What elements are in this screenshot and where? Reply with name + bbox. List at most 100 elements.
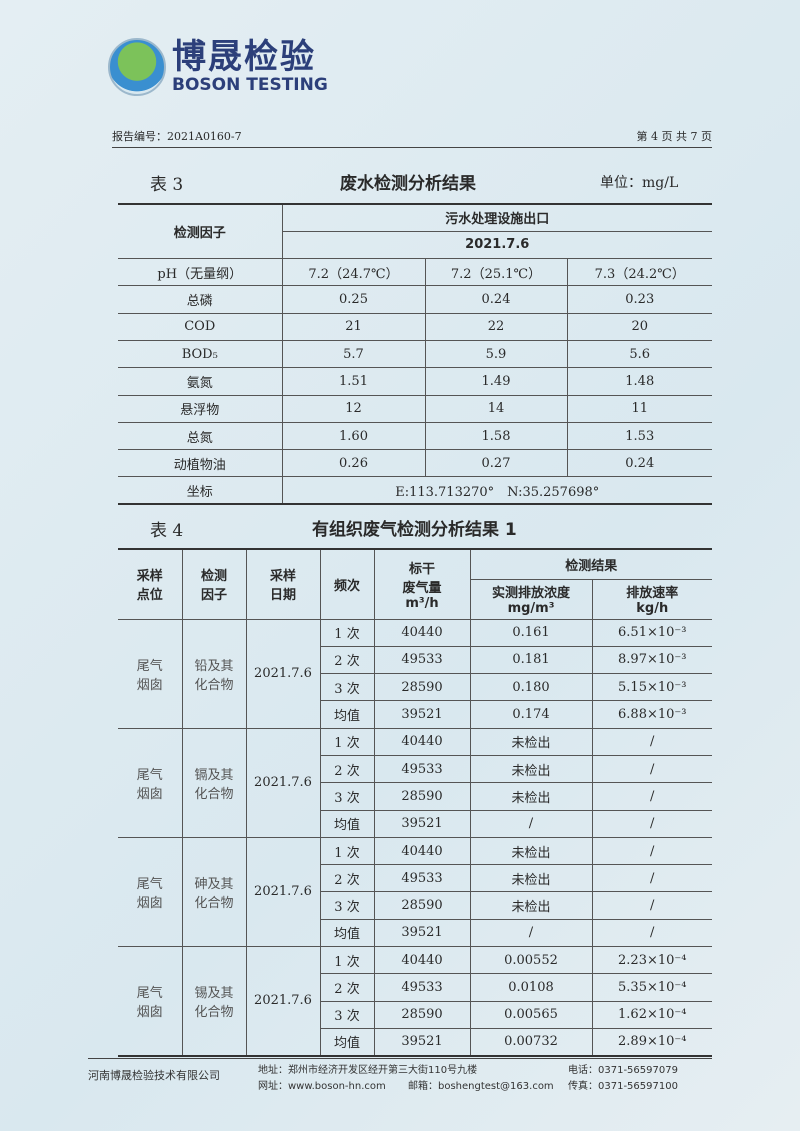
row-factor: 悬浮物 xyxy=(118,394,283,423)
cell-value: 1.49 xyxy=(425,367,568,396)
cell-value: 1.51 xyxy=(282,367,426,396)
cell-concentration: 未检出 xyxy=(469,836,593,866)
coordinate-row: 坐标 E:113.713270° N:35.257698° xyxy=(118,476,712,505)
table-row: 3 次 28590 未检出 / xyxy=(118,782,712,811)
company-logo: 博晟检验 BOSON TESTING xyxy=(108,38,328,96)
cell-value: 0.24 xyxy=(425,285,568,314)
cell-frequency: 均值 xyxy=(320,1027,375,1057)
cell-frequency: 1 次 xyxy=(319,727,375,756)
coordinate-label: 坐标 xyxy=(118,476,283,505)
cell-value: 7.3（24.2℃） xyxy=(567,258,712,287)
header-flow: 标干 废气量 m³/h xyxy=(373,548,471,620)
row-factor: BOD₅ xyxy=(118,339,283,369)
cell-value: 0.24 xyxy=(567,449,712,478)
cell-value: 0.27 xyxy=(425,449,568,478)
cell-rate: / xyxy=(591,864,712,893)
table3-title: 废水检测分析结果 xyxy=(340,174,476,194)
table-row: 2 次 49533 未检出 / xyxy=(118,864,712,893)
sampling-point: 尾气 烟囱 xyxy=(118,946,183,1057)
wastewater-results-table: 检测因子 污水处理设施出口 2021.7.6 pH（无量纲） 7.2（24.7℃）… xyxy=(118,203,712,506)
sampling-date: 2021.7.6 xyxy=(245,618,321,729)
cell-value: 7.2（25.1℃） xyxy=(425,258,568,287)
cell-rate: 1.62×10⁻⁴ xyxy=(591,1000,712,1029)
header-date: 2021.7.6 xyxy=(282,230,712,260)
cell-flow: 40440 xyxy=(373,946,471,975)
cell-concentration: 0.00565 xyxy=(469,1000,593,1029)
table-row: 尾气 烟囱 镉及其 化合物 2021.7.6 1 次 40440 未检出 / xyxy=(118,727,712,838)
cell-concentration: 0.00552 xyxy=(469,946,593,975)
cell-frequency: 3 次 xyxy=(320,891,375,920)
cell-frequency: 3 次 xyxy=(320,782,375,811)
cell-flow: 39521 xyxy=(373,918,471,948)
table-row: 均值 39521 0.174 6.88×10⁻³ xyxy=(118,700,712,729)
table-row: 悬浮物 12 14 11 xyxy=(118,394,712,423)
page-header: 报告编号：2021A0160-7 第 4 页 共 7 页 xyxy=(112,128,712,148)
sampling-date: 2021.7.6 xyxy=(245,946,321,1057)
cell-flow: 40440 xyxy=(373,727,471,756)
cell-concentration: 0.181 xyxy=(469,645,593,675)
cell-concentration: 0.180 xyxy=(469,673,593,702)
table-row: 尾气 烟囱 砷及其 化合物 2021.7.6 1 次 40440 未检出 / xyxy=(118,836,712,948)
cell-value: 22 xyxy=(425,312,568,341)
table-row: 均值 39521// xyxy=(118,918,712,948)
cell-concentration: 未检出 xyxy=(469,864,593,893)
cell-rate: / xyxy=(591,891,712,920)
table-row: BOD₅ 5.7 5.9 5.6 xyxy=(118,339,712,369)
footer-company: 河南博晟检验技术有限公司 xyxy=(88,1069,220,1082)
table-row: 2 次 49533 0.0108 5.35×10⁻⁴ xyxy=(118,973,712,1002)
cell-rate: 2.89×10⁻⁴ xyxy=(591,1027,712,1057)
cell-rate: 6.88×10⁻³ xyxy=(591,700,712,729)
footer-phone: 电话：0371-56597079 xyxy=(568,1065,678,1076)
cell-flow: 49533 xyxy=(373,645,471,675)
cell-value: 0.23 xyxy=(567,285,712,314)
footer-email: 邮箱：boshengtest@163.com xyxy=(408,1081,554,1092)
cell-flow: 40440 xyxy=(373,836,471,866)
cell-flow: 40440 xyxy=(373,618,471,647)
coordinate-value: E:113.713270° N:35.257698° xyxy=(282,476,712,505)
cell-flow: 28590 xyxy=(373,1000,471,1029)
cell-concentration: 未检出 xyxy=(469,754,593,784)
test-factor: 镉及其 化合物 xyxy=(181,727,247,838)
cell-concentration: 未检出 xyxy=(469,727,593,756)
sampling-point: 尾气 烟囱 xyxy=(118,727,183,838)
cell-frequency: 1 次 xyxy=(319,946,375,975)
cell-rate: / xyxy=(591,836,712,866)
cell-value: 21 xyxy=(282,312,426,341)
cell-rate: / xyxy=(591,809,712,838)
footer-fax: 传真：0371-56597100 xyxy=(568,1081,678,1092)
table-row: 3 次 28590 0.00565 1.62×10⁻⁴ xyxy=(118,1000,712,1029)
row-factor: 总磷 xyxy=(118,285,283,314)
page-number: 第 4 页 共 7 页 xyxy=(636,130,712,143)
header-factor: 检测因子 xyxy=(118,203,283,260)
header-results: 检测结果 xyxy=(469,548,712,580)
cell-frequency: 2 次 xyxy=(320,645,375,675)
logo-emblem-icon xyxy=(108,38,166,96)
header-location: 污水处理设施出口 xyxy=(282,203,712,232)
cell-value: 1.60 xyxy=(282,421,426,451)
table-row: 动植物油 0.26 0.27 0.24 xyxy=(118,449,712,478)
cell-value: 12 xyxy=(282,394,426,423)
logo-en: BOSON TESTING xyxy=(172,75,328,95)
sampling-point: 尾气 烟囱 xyxy=(118,836,183,948)
cell-concentration: / xyxy=(469,918,593,948)
table4-caption: 表 4 xyxy=(150,521,184,541)
cell-rate: 6.51×10⁻³ xyxy=(591,618,712,647)
cell-value: 0.26 xyxy=(282,449,426,478)
row-factor: 总氮 xyxy=(118,421,283,451)
cell-flow: 28590 xyxy=(373,673,471,702)
page-footer: 河南博晟检验技术有限公司 地址：郑州市经济开发区经开第三大街110号九楼 电话：… xyxy=(88,1058,712,1092)
cell-flow: 28590 xyxy=(373,891,471,920)
cell-rate: / xyxy=(591,918,712,948)
cell-frequency: 3 次 xyxy=(320,673,375,702)
test-factor: 砷及其 化合物 xyxy=(181,836,247,948)
table-row: 均值 39521// xyxy=(118,809,712,838)
cell-flow: 39521 xyxy=(373,809,471,838)
cell-flow: 28590 xyxy=(373,782,471,811)
cell-value: 0.25 xyxy=(282,285,426,314)
cell-value: 1.53 xyxy=(567,421,712,451)
table-row: pH（无量纲） 7.2（24.7℃） 7.2（25.1℃） 7.3（24.2℃） xyxy=(118,258,712,287)
header-rate: 排放速率 kg/h xyxy=(591,578,712,620)
cell-frequency: 均值 xyxy=(320,809,375,838)
row-factor: 动植物油 xyxy=(118,449,283,478)
table-row: 总磷 0.25 0.24 0.23 xyxy=(118,285,712,314)
